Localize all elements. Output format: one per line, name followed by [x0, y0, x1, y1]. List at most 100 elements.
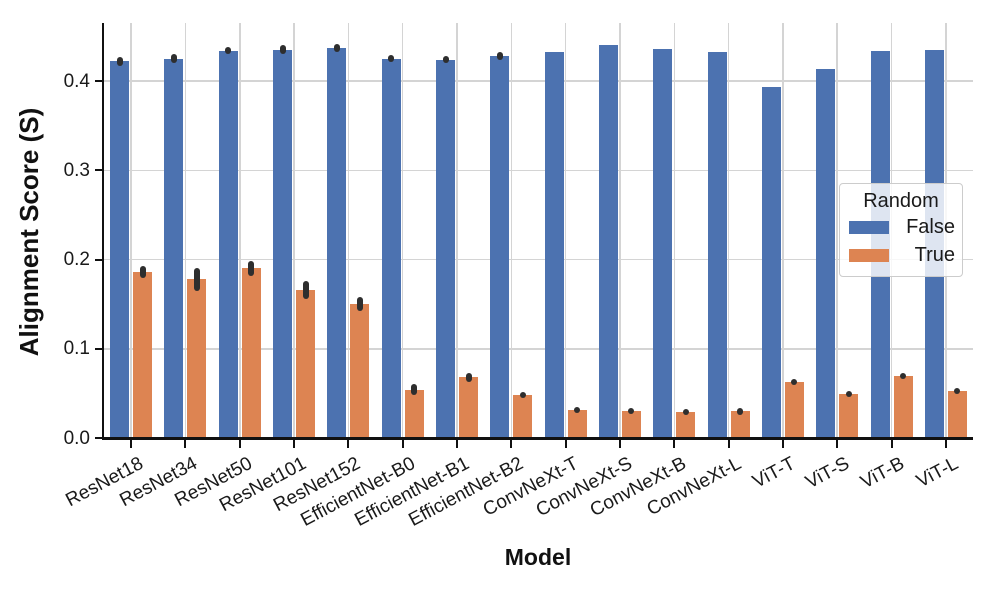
error-bar — [411, 384, 418, 396]
y-tick — [95, 80, 104, 82]
x-gridline — [782, 23, 784, 438]
bar-true-ViT-L — [947, 390, 967, 438]
x-tick — [293, 439, 296, 448]
bar-false-EfficientNet-B1 — [436, 59, 456, 438]
x-tick — [347, 439, 350, 448]
legend: Random False True — [839, 183, 963, 277]
bar-true-ConvNeXt-S — [621, 411, 641, 438]
x-tick — [456, 439, 459, 448]
x-tick — [130, 439, 133, 448]
bar-true-EfficientNet-B1 — [459, 377, 479, 438]
x-tick — [564, 439, 567, 448]
error-bar — [302, 280, 309, 299]
plot-area — [104, 23, 973, 438]
bar-true-ResNet34 — [187, 279, 207, 438]
bar-false-ConvNeXt-T — [544, 52, 564, 438]
bar-true-ResNet101 — [296, 289, 316, 438]
error-bar — [356, 296, 363, 312]
bar-true-EfficientNet-B0 — [404, 389, 424, 438]
x-gridline — [239, 23, 241, 438]
error-bar — [682, 409, 689, 416]
bar-true-ConvNeXt-B — [676, 412, 696, 438]
bar-true-ViT-S — [839, 394, 859, 438]
y-axis-spine — [101, 23, 104, 439]
bar-true-ResNet18 — [133, 272, 153, 438]
y-tick-label: 0.3 — [63, 159, 90, 181]
bar-true-ResNet50 — [241, 268, 261, 438]
error-bar — [574, 407, 581, 414]
x-tick — [401, 439, 404, 448]
x-gridline — [510, 23, 513, 438]
legend-title: Random — [863, 190, 939, 212]
y-tick — [95, 169, 104, 172]
error-bar — [954, 387, 961, 394]
x-gridline — [727, 23, 730, 438]
x-tick — [238, 439, 241, 448]
y-tick-label: 0.0 — [63, 427, 90, 449]
bar-false-ResNet101 — [273, 49, 293, 438]
bar-false-ResNet18 — [110, 61, 130, 438]
error-bar — [170, 54, 177, 64]
bar-false-ConvNeXt-S — [598, 45, 618, 438]
legend-entry: True — [840, 241, 962, 269]
error-bar — [737, 407, 744, 415]
legend-entry: False — [840, 213, 962, 241]
x-gridline — [456, 23, 458, 438]
error-bar — [465, 372, 472, 382]
error-bar — [333, 43, 340, 53]
bar-true-ViT-T — [784, 381, 804, 438]
x-gridline — [401, 23, 404, 438]
bar-false-ViT-S — [816, 68, 836, 438]
x-gridline — [564, 23, 567, 438]
x-gridline — [184, 23, 187, 438]
y-tick — [95, 437, 104, 439]
error-bar — [519, 392, 526, 399]
x-gridline — [673, 23, 676, 438]
legend-entry-label: False — [906, 215, 955, 238]
bar-false-EfficientNet-B0 — [381, 58, 401, 438]
legend-swatch-false — [849, 220, 889, 234]
x-tick — [727, 439, 730, 448]
error-bar — [248, 261, 255, 276]
y-tick — [95, 258, 104, 261]
y-tick-label: 0.2 — [63, 249, 90, 270]
x-tick — [510, 439, 513, 448]
error-bar — [139, 265, 146, 279]
error-bar — [193, 267, 200, 291]
legend-entry-label: True — [914, 243, 955, 266]
x-gridline — [347, 23, 350, 438]
x-gridline — [293, 23, 295, 438]
y-tick-label: 0.4 — [63, 70, 90, 92]
y-gridline — [104, 169, 973, 171]
y-tick — [95, 347, 104, 350]
bar-true-ConvNeXt-L — [730, 411, 750, 438]
x-tick — [781, 439, 784, 448]
error-bar — [900, 372, 907, 379]
bar-false-ConvNeXt-B — [653, 48, 673, 438]
error-bar — [628, 408, 635, 415]
error-bar — [845, 391, 852, 398]
error-bar — [791, 378, 798, 385]
error-bar — [496, 52, 503, 60]
error-bar — [225, 47, 232, 55]
bar-false-ResNet34 — [164, 58, 184, 438]
x-tick — [618, 439, 621, 448]
x-axis-spine — [101, 436, 973, 440]
y-gridline — [104, 348, 973, 350]
x-tick — [836, 439, 839, 448]
bar-true-ResNet152 — [350, 304, 370, 438]
error-bar — [388, 55, 395, 63]
y-tick-label: 0.1 — [63, 338, 90, 360]
bar-true-EfficientNet-B2 — [513, 395, 533, 438]
x-tick — [184, 439, 187, 448]
x-axis-title: Model — [504, 544, 572, 570]
bar-true-ConvNeXt-T — [567, 410, 587, 438]
legend-swatch-true — [849, 248, 889, 262]
x-tick — [673, 439, 676, 448]
x-gridline — [130, 23, 132, 438]
bar-true-ViT-B — [893, 375, 913, 438]
x-gridline — [619, 23, 621, 438]
x-tick — [944, 439, 947, 448]
error-bar — [279, 45, 286, 55]
